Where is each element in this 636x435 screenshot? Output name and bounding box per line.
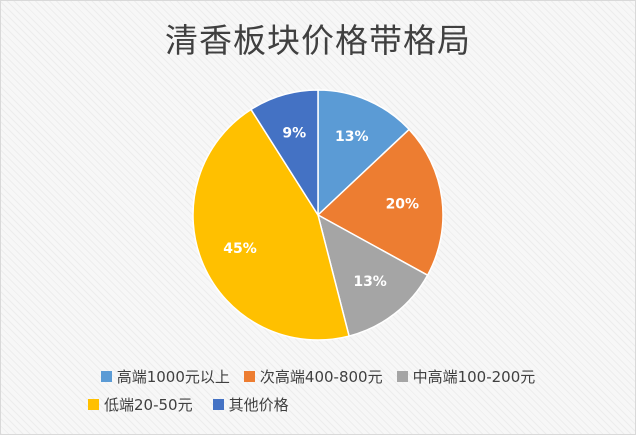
chart-title: 清香板块价格带格局 xyxy=(165,21,471,60)
data-label-low-end: 45% xyxy=(223,241,257,257)
legend-swatch-low-end xyxy=(88,399,99,410)
legend-row-2: 低端20-50元 其他价格 xyxy=(0,394,636,415)
data-label-other: 9% xyxy=(282,125,306,141)
legend-swatch-sub-high-end xyxy=(243,371,255,382)
legend-item-other[interactable]: 其他价格 xyxy=(212,394,289,415)
legend-item-sub-high-end[interactable]: 次高端400-800元 xyxy=(243,366,383,387)
legend-label-low-end: 低端20-50元 xyxy=(104,396,193,414)
data-label-sub-high-end: 20% xyxy=(386,196,420,212)
legend-swatch-other xyxy=(212,399,224,410)
legend-swatch-mid-high-end xyxy=(396,371,408,382)
legend-label-high-end: 高端1000元以上 xyxy=(116,368,230,386)
pie-slice-low-end[interactable] xyxy=(192,108,350,341)
legend-label-other: 其他价格 xyxy=(228,396,289,414)
legend-row-1: 高端1000元以上 次高端400-800元 中高端100-200元 xyxy=(0,366,636,387)
pie-slice-mid-high-end[interactable] xyxy=(316,213,429,337)
pie-slice-sub-high-end[interactable] xyxy=(316,128,444,277)
pie-slice-other[interactable] xyxy=(249,89,319,218)
legend-item-high-end[interactable]: 高端1000元以上 xyxy=(100,366,230,387)
legend-label-sub-high-end: 次高端400-800元 xyxy=(259,368,383,386)
legend-item-mid-high-end[interactable]: 中高端100-200元 xyxy=(396,366,536,387)
pie-slice-high-end[interactable] xyxy=(317,89,411,217)
data-label-mid-high-end: 13% xyxy=(353,274,387,290)
legend-label-mid-high-end: 中高端100-200元 xyxy=(412,368,536,386)
legend-swatch-high-end xyxy=(100,371,112,382)
legend-item-low-end[interactable]: 低端20-50元 xyxy=(88,394,193,415)
data-label-high-end: 13% xyxy=(335,129,369,145)
